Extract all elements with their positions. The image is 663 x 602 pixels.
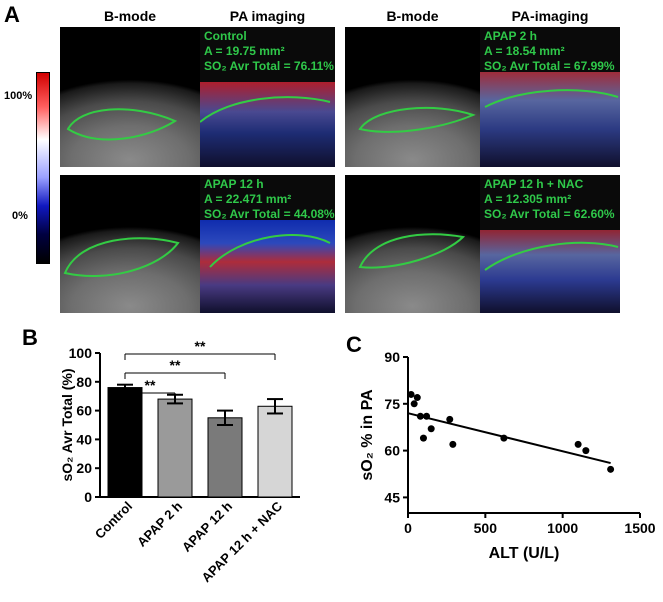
data-point [427, 425, 435, 433]
x-tick-label: 1000 [547, 520, 578, 536]
data-point [413, 394, 421, 402]
overlay-so2-apap2h: SO₂ Avr Total = 67.99% [484, 59, 615, 73]
bmode-image-apap12h-nac [345, 175, 480, 313]
panel-a-letter: A [4, 2, 20, 27]
colorbar-top-label: 100% [4, 90, 33, 102]
y-tick-label: 20 [76, 460, 92, 476]
data-point [416, 412, 424, 420]
scatter-chart-c: 45 60 75 90 0 500 1000 1500 ALT (U/L) sO₂ % in PA [359, 349, 656, 562]
pa-image-control: Control A = 19.75 mm² SO₂ Avr Total = 76… [200, 27, 335, 167]
y-axis-label: sO₂ % in PA [359, 389, 376, 481]
significance-label: ** [195, 338, 206, 354]
panel-c-letter: C [346, 332, 362, 357]
bar [207, 417, 243, 498]
x-tick-label: 1500 [624, 520, 655, 536]
data-point [419, 434, 427, 442]
pa-image-apap12h-nac: APAP 12 h + NAC A = 12.305 mm² SO₂ Avr T… [480, 175, 620, 313]
overlay-area-control: A = 19.75 mm² [204, 44, 285, 58]
panel-b-letter: B [22, 325, 38, 350]
data-point [407, 390, 415, 398]
bar [257, 405, 293, 498]
y-tick-label: 60 [76, 403, 92, 419]
header-bmode-right: B-mode [386, 8, 439, 24]
overlay-group-apap12h-nac: APAP 12 h + NAC [484, 177, 584, 191]
overlay-so2-control: SO₂ Avr Total = 76.11% [204, 59, 334, 73]
x-tick-label: 500 [474, 520, 498, 536]
overlay-group-control: Control [204, 29, 247, 43]
significance-label: ** [170, 357, 181, 373]
data-point [410, 400, 418, 408]
overlay-group-apap12h: APAP 12 h [204, 177, 264, 191]
y-tick-label: 100 [69, 345, 93, 361]
colorbar [36, 72, 50, 264]
pa-image-apap12h: APAP 12 h A = 22.471 mm² SO₂ Avr Total =… [200, 175, 335, 313]
bar-chart-b: 0 20 40 60 80 100 sO₂ Avr Total (%) ControlAPAP… [59, 338, 300, 585]
bmode-image-control [60, 27, 200, 167]
significance-label: ** [145, 377, 156, 393]
overlay-so2-apap12h: SO₂ Avr Total = 44.08% [204, 207, 335, 221]
y-tick-label: 45 [384, 489, 400, 505]
overlay-group-apap2h: APAP 2 h [484, 29, 537, 43]
overlay-area-apap2h: A = 18.54 mm² [484, 44, 565, 58]
data-point [500, 434, 508, 442]
data-point [582, 447, 590, 455]
bar [157, 398, 193, 498]
colorbar-bottom-label: 0% [12, 210, 28, 222]
trend-line [407, 412, 611, 465]
overlay-area-apap12h: A = 22.471 mm² [204, 192, 292, 206]
x-tick-label: Control [92, 499, 135, 542]
data-point [607, 465, 615, 473]
bar [107, 387, 143, 498]
data-point [574, 440, 582, 448]
y-tick-label: 75 [384, 396, 400, 412]
overlay-area-apap12h-nac: A = 12.305 mm² [484, 192, 572, 206]
data-point [449, 440, 457, 448]
x-tick-label: APAP 2 h [134, 498, 185, 549]
y-tick-label: 40 [76, 431, 92, 447]
y-tick-label: 90 [384, 349, 400, 365]
overlay-so2-apap12h-nac: SO₂ Avr Total = 62.60% [484, 207, 615, 221]
header-bmode-left: B-mode [103, 8, 157, 24]
bmode-image-apap12h [60, 175, 200, 313]
x-axis-label: ALT (U/L) [489, 545, 560, 562]
bmode-image-apap2h [345, 27, 480, 167]
x-tick-label: 0 [404, 520, 412, 536]
data-point [446, 415, 454, 423]
header-pa-left: PA imaging [229, 8, 306, 24]
y-tick-label: 60 [384, 443, 400, 459]
y-tick-label: 80 [76, 374, 92, 390]
pa-image-apap2h: APAP 2 h A = 18.54 mm² SO₂ Avr Total = 6… [480, 27, 620, 167]
y-axis-label: sO₂ Avr Total (%) [59, 368, 75, 481]
data-point [423, 412, 431, 420]
header-pa-right: PA-imaging [511, 8, 589, 24]
y-tick-label: 0 [84, 489, 92, 505]
